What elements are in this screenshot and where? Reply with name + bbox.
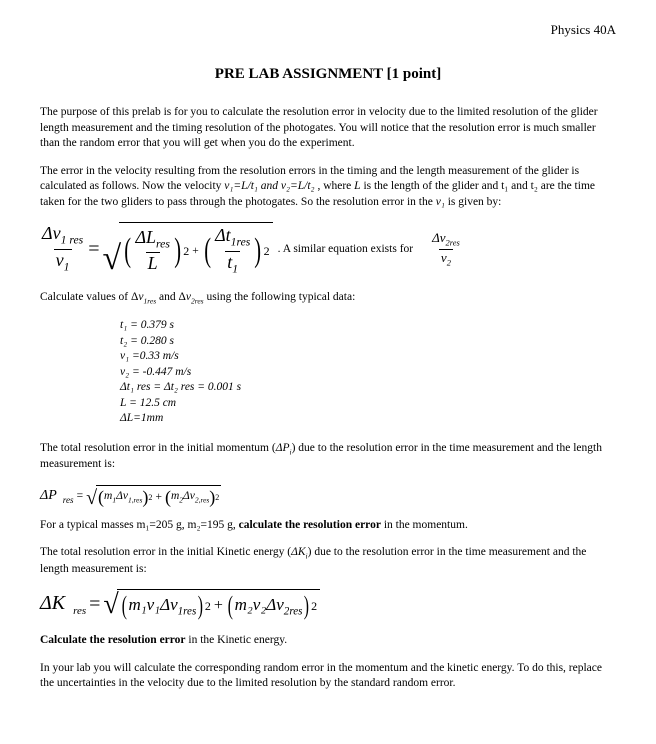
frac-dv2: Δv2res v2	[430, 231, 462, 267]
var: ΔP	[276, 442, 290, 454]
paren: )	[174, 234, 181, 268]
paren: (	[228, 593, 233, 619]
equation-momentum-resolution: ΔPres = √ (m1Δv1,res)2 + (m2Δv2,res)2	[40, 485, 616, 508]
course-header: Physics 40A	[40, 22, 616, 38]
data-line: ΔL=1mm	[120, 411, 616, 427]
lhs: ΔKres	[40, 592, 86, 617]
text: is given by:	[445, 196, 502, 208]
paragraph-momentum-error: The total resolution error in the initia…	[40, 441, 616, 473]
term: m1Δv1,res	[104, 490, 142, 504]
sqrt: √ (m₁v₁Δv1res)2 + (m₂v₂Δv2res)2	[103, 589, 320, 619]
data-line: v₂ = -0.447 m/s	[120, 365, 616, 381]
bold-instruction: calculate the resolution error	[239, 519, 381, 531]
radicand: (m₁v₁Δv1res)2 + (m₂v₂Δv2res)2	[117, 589, 320, 619]
text: . A similar equation exists for	[278, 243, 413, 255]
paragraph-final: In your lab you will calculate the corre…	[40, 661, 616, 692]
document-title: PRE LAB ASSIGNMENT [1 point]	[40, 66, 616, 83]
paren: (	[204, 234, 211, 268]
subscript: 2res	[191, 296, 204, 305]
document-page: Physics 40A PRE LAB ASSIGNMENT [1 point]…	[0, 0, 656, 734]
radicand: ( ΔLres L )2 + ( Δt1res t1 )2	[119, 222, 273, 276]
data-line: t₁ = 0.379 s	[120, 318, 616, 334]
term: m₁v₁Δv1res	[128, 595, 196, 617]
text: The total resolution error in the initia…	[40, 546, 291, 558]
paragraph-ke-error: The total resolution error in the initia…	[40, 545, 616, 577]
equals: =	[77, 490, 84, 502]
sqrt: √ ( ΔLres L )2 + ( Δt1res t1 )2	[102, 222, 272, 276]
exp: 2	[148, 493, 152, 502]
formula-inline: v₁=L/t₁ and v₂=L/t₂	[224, 180, 314, 192]
data-line: L = 12.5 cm	[120, 396, 616, 412]
equals: =	[89, 593, 100, 616]
radicand: (m1Δv1,res)2 + (m2Δv2,res)2	[96, 485, 221, 508]
typical-data-list: t₁ = 0.379 s t₂ = 0.280 s v₁ =0.33 m/s v…	[120, 318, 616, 427]
text: in the Kinetic energy.	[186, 634, 288, 646]
plus: +	[155, 491, 162, 503]
equation-ke-resolution: ΔKres = √ (m₁v₁Δv1res)2 + (m₂v₂Δv2res)2	[40, 589, 616, 619]
lhs: ΔPres	[40, 488, 74, 505]
subscript: 1res	[144, 296, 157, 305]
exp: 2	[205, 599, 211, 614]
exp: 2	[183, 244, 189, 259]
paren: )	[304, 593, 309, 619]
equation-velocity-resolution: Δv1 res v1 = √ ( ΔLres L )2 + ( Δt1res t…	[40, 222, 616, 276]
exp: 2	[215, 493, 219, 502]
text: in the momentum.	[381, 519, 468, 531]
text: For a typical masses m₁=205 g, m₂=195 g,	[40, 519, 239, 531]
exp: 2	[311, 599, 317, 614]
paren: (	[124, 234, 131, 268]
text: using the following typical data:	[204, 291, 356, 303]
denominator: v1	[56, 250, 70, 270]
plus: +	[192, 245, 199, 257]
data-line: t₂ = 0.280 s	[120, 334, 616, 350]
text: The total resolution error in the initia…	[40, 442, 276, 454]
paragraph-calc-values: Calculate values of Δv1res and Δv2res us…	[40, 290, 616, 306]
numerator: Δv1 res	[42, 223, 83, 243]
frac-dv1: Δv1 res v1	[40, 224, 85, 274]
var: ΔK	[291, 546, 305, 558]
frac-dL: ΔLres L	[133, 228, 171, 274]
term: m2Δv2,res	[171, 490, 209, 504]
sqrt: √ (m1Δv1,res)2 + (m2Δv2,res)2	[86, 485, 221, 508]
var-v1: v₁	[436, 196, 445, 208]
data-line: v₁ =0.33 m/s	[120, 349, 616, 365]
plus: +	[214, 597, 223, 615]
paren: )	[198, 593, 203, 619]
term: m₂v₂Δv2res	[235, 595, 303, 617]
paragraph-calc-ke: Calculate the resolution error in the Ki…	[40, 633, 616, 649]
data-line: Δt₁ res = Δt₂ res = 0.001 s	[120, 380, 616, 396]
bold-instruction: Calculate the resolution error	[40, 634, 186, 646]
text: Calculate values of Δ	[40, 291, 138, 303]
text: and Δ	[156, 291, 186, 303]
paragraph-intro: The purpose of this prelab is for you to…	[40, 105, 616, 152]
equals: =	[88, 238, 99, 261]
paragraph-masses: For a typical masses m₁=205 g, m₂=195 g,…	[40, 518, 616, 534]
paren: )	[255, 234, 262, 268]
text: , where	[315, 180, 355, 192]
paren: (	[122, 593, 127, 619]
frac-dt1: Δt1res t1	[213, 226, 252, 276]
paragraph-derivation: The error in the velocity resulting from…	[40, 164, 616, 211]
exp: 2	[264, 244, 270, 259]
